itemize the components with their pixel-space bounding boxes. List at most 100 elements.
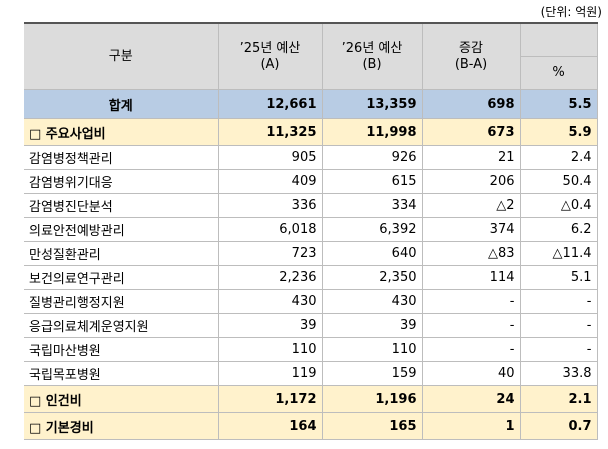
table-row: 응급의료체계운영지원 39 39- - — [24, 313, 598, 338]
cell: 39 — [217, 313, 323, 338]
header-pct: % — [520, 56, 598, 90]
cell: 5.1 — [519, 265, 598, 290]
cell: △83 — [421, 241, 521, 266]
cell: 336 — [217, 193, 323, 218]
cell: - — [519, 313, 598, 338]
cell: 33.8 — [519, 361, 598, 386]
header-category: 구분 — [24, 22, 219, 90]
cell: 5.9 — [519, 118, 598, 146]
row-label: 국립마산병원 — [24, 337, 219, 362]
cell: 673 — [421, 118, 521, 146]
cell: 2.1 — [519, 385, 598, 413]
table-row: 합계 12,661 13,359 698 5.5 — [24, 89, 598, 119]
row-label: 감염병진단분석 — [24, 193, 219, 218]
row-label: □ 인건비 — [24, 385, 219, 413]
cell: - — [519, 337, 598, 362]
header-diff: 증감 (B-A) — [421, 22, 521, 90]
table-row: 국립마산병원 110 110- - — [24, 337, 598, 362]
cell: 164 — [217, 412, 323, 440]
table-row: 만성질환관리 723 640 △83 △11.4 — [24, 241, 598, 266]
cell: 21 — [421, 145, 521, 170]
cell: 1,196 — [321, 385, 423, 413]
header-blank — [519, 22, 598, 57]
row-label: 보건의료연구관리 — [24, 265, 219, 290]
cell: - — [421, 289, 521, 314]
table-row: □ 인건비 1,172 1,196 24 2.1 — [24, 385, 598, 413]
cell: 110 — [217, 337, 323, 362]
cell: 2,236 — [217, 265, 323, 290]
table-row: □ 기본경비 164 165 1 0.7 — [24, 412, 598, 440]
row-label: 감염병위기대응 — [24, 169, 219, 194]
row-label: 의료안전예방관리 — [24, 217, 219, 242]
cell: 119 — [217, 361, 323, 386]
header-b: ’26년 예산 (B) — [321, 22, 423, 90]
header-text: (A) — [260, 56, 280, 72]
cell: - — [519, 289, 598, 314]
cell: - — [421, 313, 521, 338]
row-label: 만성질환관리 — [24, 241, 219, 266]
cell: - — [421, 337, 521, 362]
row-label: 합계 — [24, 89, 219, 119]
cell: 0.7 — [519, 412, 598, 440]
cell: 430 — [217, 289, 323, 314]
table-row: 의료안전예방관리 6,018 6,392 374 6.2 — [24, 217, 598, 242]
row-label: 응급의료체계운영지원 — [24, 313, 219, 338]
cell: △0.4 — [519, 193, 598, 218]
row-label: □ 기본경비 — [24, 412, 219, 440]
cell: 11,998 — [321, 118, 423, 146]
header-text: 증감 — [459, 40, 483, 56]
cell: 926 — [321, 145, 423, 170]
cell: 1,172 — [217, 385, 323, 413]
table-body: 합계 12,661 13,359 698 5.5 □ 주요사업비 11,325 11,998 6… — [24, 89, 598, 440]
cell: 6.2 — [519, 217, 598, 242]
cell: 206 — [421, 169, 521, 194]
header-text: (B-A) — [454, 56, 488, 72]
table-row: 감염병위기대응 409 615 206 50.4 — [24, 169, 598, 194]
cell: 165 — [321, 412, 423, 440]
table-row: 국립목포병원 119 159 40 33.8 — [24, 361, 598, 386]
unit-note: (단위: 억원) — [540, 5, 602, 19]
cell: 13,359 — [321, 89, 423, 119]
table-row: □ 주요사업비 11,325 11,998 673 5.9 — [24, 118, 598, 146]
cell: 698 — [421, 89, 521, 119]
cell: △11.4 — [519, 241, 598, 266]
header-a: ’25년 예산 (A) — [217, 22, 323, 90]
cell: 2,350 — [321, 265, 423, 290]
cell: 2.4 — [519, 145, 598, 170]
header-text: ’25년 예산 — [239, 40, 301, 56]
header-text: ’26년 예산 — [341, 40, 403, 56]
cell: 374 — [421, 217, 521, 242]
cell: 5.5 — [519, 89, 598, 119]
budget-table: 구분 ’25년 예산 (A) ’26년 예산 (B) 증감 (B-A) % 합계 12,… — [24, 22, 598, 440]
cell: 723 — [217, 241, 323, 266]
cell: 905 — [217, 145, 323, 170]
cell: 409 — [217, 169, 323, 194]
cell: 110 — [321, 337, 423, 362]
row-label: 감염병정책관리 — [24, 145, 219, 170]
table-row: 질병관리행정지원 430 430- - — [24, 289, 598, 314]
cell: 6,018 — [217, 217, 323, 242]
row-label: 질병관리행정지원 — [24, 289, 219, 314]
row-label: 국립목포병원 — [24, 361, 219, 386]
cell: 11,325 — [217, 118, 323, 146]
cell: 1 — [421, 412, 521, 440]
cell: 334 — [321, 193, 423, 218]
cell: 39 — [321, 313, 423, 338]
cell: 6,392 — [321, 217, 423, 242]
cell: 615 — [321, 169, 423, 194]
cell: 12,661 — [217, 89, 323, 119]
header-text: (B) — [362, 56, 382, 72]
table-row: 감염병정책관리 905 926 21 2.4 — [24, 145, 598, 170]
cell: 159 — [321, 361, 423, 386]
cell: 24 — [421, 385, 521, 413]
cell: 50.4 — [519, 169, 598, 194]
cell: △2 — [421, 193, 521, 218]
cell: 640 — [321, 241, 423, 266]
cell: 40 — [421, 361, 521, 386]
table-row: 보건의료연구관리 2,236 2,350 114 5.1 — [24, 265, 598, 290]
cell: 430 — [321, 289, 423, 314]
cell: 114 — [421, 265, 521, 290]
table-row: 감염병진단분석 336 334 △2 △0.4 — [24, 193, 598, 218]
row-label: □ 주요사업비 — [24, 118, 219, 146]
